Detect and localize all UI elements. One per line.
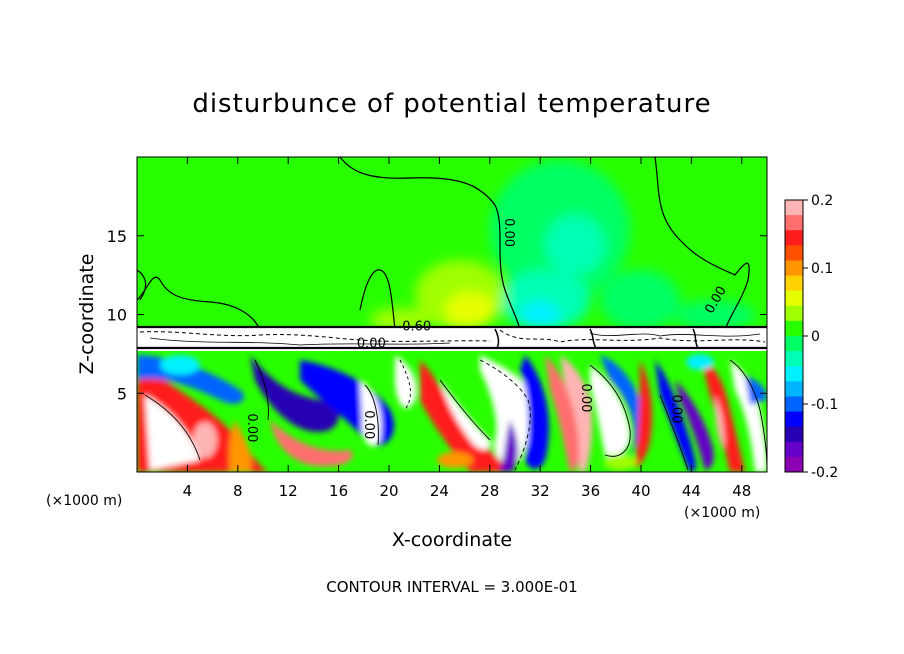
x-axis-ticks: 4 8 12 16 20 24 28 32 36 40 44 48	[183, 157, 751, 500]
chart-title: disturbunce of potential temperature	[192, 89, 711, 119]
colorbar-tick-label: 0	[811, 329, 820, 345]
colorbar-segment	[785, 260, 803, 277]
contour-label: 0.00	[357, 337, 386, 352]
contour-label: 0.00	[669, 395, 684, 424]
x-tick-label: 28	[480, 482, 499, 500]
x-tick-label: 16	[329, 482, 348, 500]
colorbar-segment	[785, 441, 803, 458]
colorbar-segment	[785, 215, 803, 231]
x-tick-label: 24	[430, 482, 449, 500]
colorbar-segment	[785, 245, 803, 261]
x-tick-label: 48	[732, 482, 751, 500]
y-tick-label: 5	[117, 384, 127, 403]
plot-area	[137, 157, 767, 472]
x-unit-left: (×1000 m)	[46, 493, 122, 509]
colorbar-segment	[785, 336, 803, 352]
contour-label: 0.00	[361, 410, 376, 439]
x-tick-label: 20	[379, 482, 398, 500]
colorbar-segment	[785, 305, 803, 322]
upper-contours	[137, 157, 750, 331]
colorbar-segment	[785, 351, 803, 367]
contour-label: 0.00	[244, 413, 259, 442]
contour-interval-note: CONTOUR INTERVAL = 3.000E-01	[326, 578, 577, 596]
colorbar-segment	[785, 381, 803, 397]
y-tick-label: 15	[107, 227, 127, 246]
x-unit-right: (×1000 m)	[684, 505, 760, 521]
x-tick-label: 40	[631, 482, 650, 500]
y-axis-ticks: 5 10 15	[107, 227, 767, 403]
contour-label: 0.60	[402, 319, 431, 334]
colorbar-segment	[785, 320, 803, 337]
colorbar-tick-label: -0.2	[811, 465, 838, 481]
x-axis-label: X-coordinate	[392, 529, 512, 551]
lower-contours	[144, 359, 767, 471]
contour-label: 0.00	[501, 218, 516, 247]
colorbar-segment	[785, 366, 803, 382]
x-tick-label: 32	[531, 482, 550, 500]
colorbar-segment	[785, 396, 803, 413]
colorbar-tick-label: -0.1	[811, 397, 838, 413]
y-tick-label: 10	[107, 306, 127, 325]
x-tick-label: 12	[279, 482, 298, 500]
boundary-contours	[137, 325, 767, 350]
colorbar-segment	[785, 426, 803, 443]
colorbar	[785, 200, 803, 473]
colorbar-segment	[785, 275, 803, 292]
x-tick-label: 4	[183, 482, 193, 500]
colorbar-segment	[785, 230, 803, 246]
colorbar-segment	[785, 200, 803, 216]
colorbar-tick-label: 0.1	[811, 261, 833, 277]
contour-labels: 0.000.000.600.000.00 0.000.00 0.00	[244, 218, 730, 442]
x-tick-label: 44	[682, 482, 701, 500]
lower-anomalies	[137, 354, 767, 472]
upper-anomalies	[370, 160, 755, 332]
y-axis-label: Z-coordinate	[76, 254, 98, 375]
colorbar-segment	[785, 456, 803, 473]
colorbar-tick-label: 0.2	[811, 193, 833, 209]
contour-label: 0.00	[578, 383, 593, 412]
x-tick-label: 36	[581, 482, 600, 500]
x-tick-label: 8	[233, 482, 243, 500]
colorbar-segment	[785, 411, 803, 428]
colorbar-segment	[785, 290, 803, 307]
colorbar-ticks: 0.2 0.1 0 -0.1 -0.2	[803, 193, 838, 481]
